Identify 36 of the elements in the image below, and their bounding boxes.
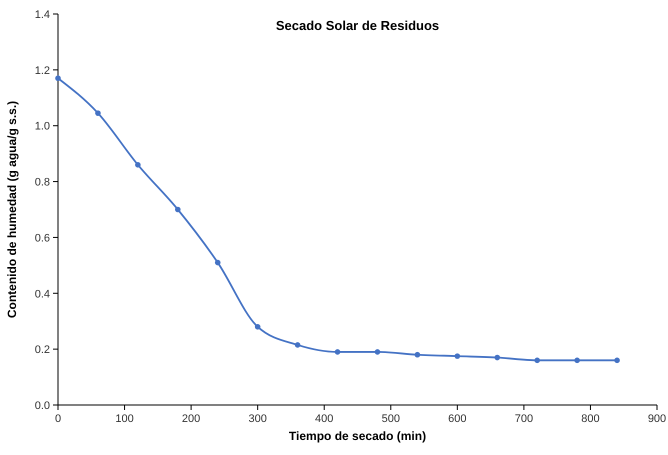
point [494,354,500,360]
point [374,349,380,355]
x-tick-label: 100 [115,413,134,425]
y-tick-label: 1.4 [34,9,50,21]
x-tick-label: 900 [648,413,666,425]
chart-title: Secado Solar de Residuos [276,18,440,33]
point [454,353,460,359]
y-tick-label: 0.6 [34,232,50,244]
x-tick-label: 300 [248,413,267,425]
point [95,110,101,116]
x-tick-label: 600 [448,413,467,425]
point [534,358,540,364]
point [574,358,580,364]
point [214,260,221,266]
point [55,75,61,82]
point [294,342,300,348]
y-axis-title: Contenido de humedad (g agua/g s.s.) [5,100,19,318]
y-tick-label: 1.0 [34,120,50,133]
x-tick-label: 200 [182,413,200,425]
x-tick-label: 800 [581,413,600,425]
x-tick-label: 0 [54,413,62,425]
point [175,206,181,212]
x-tick-label: 500 [382,413,400,425]
point [135,162,141,168]
y-tick-label: 0.0 [34,400,50,412]
point [334,349,340,355]
point [414,352,420,358]
x-tick-label: 700 [514,413,534,425]
y-tick-label: 0.8 [34,176,50,189]
x-tick-label: 400 [315,413,334,425]
y-tick-label: 0.2 [34,344,50,356]
y-tick-label: 1.2 [34,64,50,77]
point [254,324,260,330]
y-tick-label: 0.4 [34,288,50,300]
point [614,358,620,364]
x-axis-title: Tiempo de secado (min) [288,429,426,443]
